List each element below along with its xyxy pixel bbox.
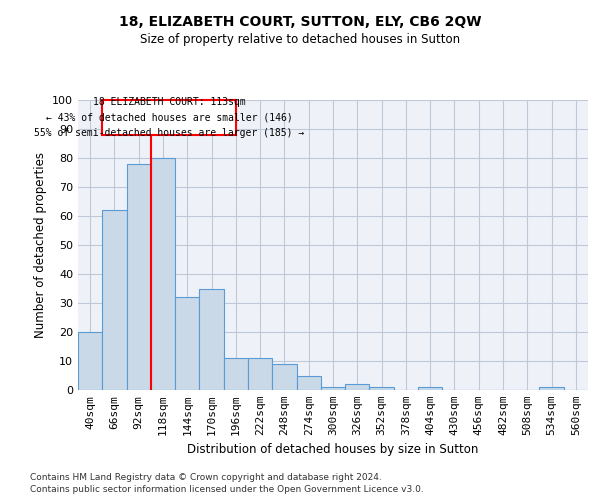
Text: 18 ELIZABETH COURT: 113sqm
← 43% of detached houses are smaller (146)
55% of sem: 18 ELIZABETH COURT: 113sqm ← 43% of deta… — [34, 97, 304, 138]
Bar — [175, 297, 199, 390]
Bar — [539, 387, 564, 390]
Text: Size of property relative to detached houses in Sutton: Size of property relative to detached ho… — [140, 32, 460, 46]
Bar — [248, 358, 272, 390]
Text: Contains public sector information licensed under the Open Government Licence v3: Contains public sector information licen… — [30, 485, 424, 494]
Bar — [272, 364, 296, 390]
Bar — [296, 376, 321, 390]
Text: Contains HM Land Registry data © Crown copyright and database right 2024.: Contains HM Land Registry data © Crown c… — [30, 472, 382, 482]
Bar — [102, 210, 127, 390]
Text: 18, ELIZABETH COURT, SUTTON, ELY, CB6 2QW: 18, ELIZABETH COURT, SUTTON, ELY, CB6 2Q… — [119, 15, 481, 29]
Bar — [127, 164, 151, 390]
Bar — [321, 387, 345, 390]
Bar — [224, 358, 248, 390]
Bar — [78, 332, 102, 390]
FancyBboxPatch shape — [102, 100, 236, 135]
Bar — [199, 288, 224, 390]
Bar — [418, 387, 442, 390]
Bar — [345, 384, 370, 390]
Text: Distribution of detached houses by size in Sutton: Distribution of detached houses by size … — [187, 442, 479, 456]
Y-axis label: Number of detached properties: Number of detached properties — [34, 152, 47, 338]
Bar — [370, 387, 394, 390]
Bar — [151, 158, 175, 390]
